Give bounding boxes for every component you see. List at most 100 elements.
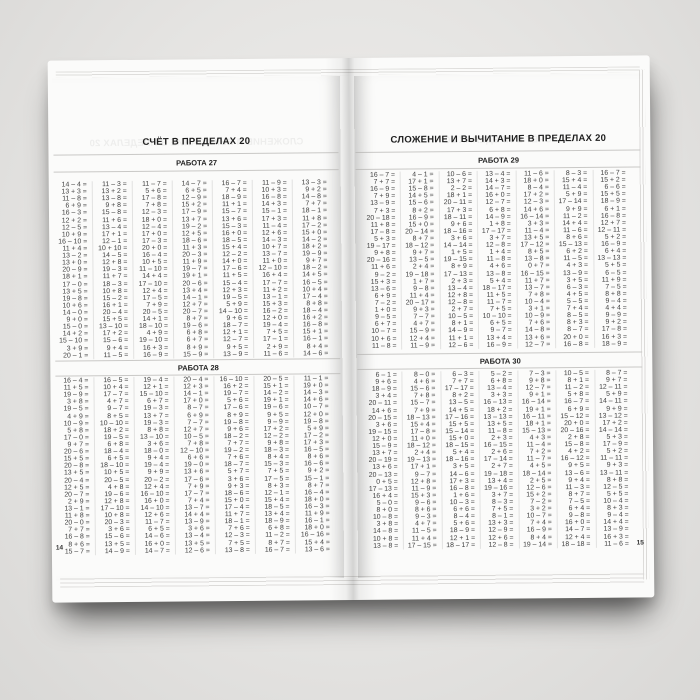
problem: 14 – 7 =	[144, 547, 170, 555]
problem: 13 – 9 =	[562, 269, 589, 277]
problem-column: 11 – 7 = 5 + 6 = 17 – 8 = 7 + 8 = 12 – 3 = 18…	[131, 180, 174, 359]
problem: 9 + 5 =	[568, 462, 590, 470]
problem: 16 – 3 =	[61, 209, 88, 217]
problem: 17 – 10 =	[138, 280, 168, 288]
problem: 9 – 7 =	[490, 327, 512, 335]
problem: 6 + 7 =	[186, 336, 209, 344]
problem: 13 + 7 =	[181, 215, 208, 224]
problem: 9 – 9 =	[267, 418, 289, 426]
problem: 19 – 18 =	[405, 270, 435, 279]
problem: 2 + 7 =	[491, 463, 513, 471]
problem-column: 4 – 1 = 17 + 1 = 15 – 8 = 14 + 5 = 15 – 6 = 8…	[400, 171, 441, 350]
problem: 11 + 1 =	[448, 334, 474, 342]
problem: 4 + 8 =	[107, 483, 130, 491]
problem: 12 + 6 =	[488, 534, 514, 542]
problem: 13 + 5 =	[63, 469, 90, 477]
problem: 17 – 5 =	[264, 475, 290, 483]
problem: 16 + 3 =	[601, 333, 628, 341]
problem: 16 – 9 =	[526, 526, 552, 534]
problem: 3 + 6 =	[227, 475, 250, 483]
problem: 8 + 9 =	[227, 411, 249, 419]
open-workbook: СЛОЖЕНИЕ И ВЫЧИТАНИЕ В ПРЕДЕЛАХ 20 СЧЁТ …	[47, 55, 655, 603]
problem: 13 + 6 =	[221, 215, 248, 223]
problem: 2 + 4 =	[412, 263, 435, 271]
problem: 8 – 7 =	[567, 326, 589, 334]
problem: 18 – 17 =	[446, 541, 476, 549]
problem: 16 – 7 =	[264, 546, 290, 554]
problem: 8 + 9 =	[451, 263, 473, 271]
problem: 14 – 9 =	[485, 213, 511, 221]
problem: 17 – 14 =	[558, 198, 588, 206]
problem: 14 + 6 =	[523, 205, 550, 214]
problem: 12 + 4 =	[142, 287, 168, 295]
problem: 19 – 18 =	[483, 470, 513, 478]
problem: 19 – 2 =	[181, 222, 208, 231]
problem: 17 + 3 =	[261, 215, 288, 223]
problem: 8 + 4 =	[530, 533, 552, 541]
problem: 11 – 6 =	[604, 540, 629, 548]
problem: 16 – 13 =	[483, 399, 513, 407]
problem: 18 – 3 =	[102, 280, 128, 288]
problem-column: 16 – 7 = 7 + 4 = 18 – 9 = 11 + 1 = 15 – 7 = 1…	[211, 179, 254, 359]
problem: 8 + 8 =	[606, 476, 629, 484]
problem: 15 – 8 =	[101, 209, 128, 217]
problem: 19 + 1 =	[525, 405, 551, 414]
problem: 12 + 4 =	[409, 334, 435, 343]
problem: 16 + 0 =	[144, 540, 170, 548]
problem: 13 + 4 =	[486, 334, 512, 342]
problem: 11 – 5 =	[103, 351, 129, 359]
problem: 8 – 7 =	[187, 404, 209, 412]
problem: 20 – 11 =	[443, 199, 473, 207]
problem: 9 + 9 =	[565, 205, 588, 213]
problem-column: 19 – 4 = 12 + 1 = 15 – 10 = 6 + 7 = 19 – 3 =…	[133, 376, 175, 555]
problem: 15 – 6 =	[104, 533, 130, 541]
problem-column: 8 – 0 = 4 + 6 = 15 – 6 = 7 + 8 = 15 – 7 = 7 +…	[401, 371, 442, 550]
problem: 12 + 4 =	[565, 533, 591, 541]
problem: 15 – 6 =	[102, 337, 129, 345]
problem: 17 – 6 =	[184, 475, 210, 483]
problem: 16 – 15 =	[520, 269, 550, 278]
problem: 1 + 7 =	[412, 277, 435, 286]
problem: 11 + 6 =	[102, 216, 128, 224]
problem: 16 – 9 =	[143, 351, 169, 359]
problem: 10 – 9 =	[63, 419, 89, 428]
problem: 14 – 7 =	[565, 526, 591, 534]
problem: 12 + 8 =	[410, 477, 437, 486]
problem: 15 – 10 =	[59, 337, 89, 345]
problem: 12 + 3 =	[222, 286, 248, 294]
problem: 11 – 4 =	[262, 222, 288, 230]
problem: 17 + 3 =	[449, 477, 475, 485]
problem: 18 + 0 =	[141, 216, 168, 224]
problem-column: 14 – 4 = 13 + 3 = 11 – 8 = 6 + 9 = 16 – 3 = 1…	[53, 181, 94, 359]
problem: 9 + 9 =	[606, 405, 628, 413]
problem: 9 – 7 =	[107, 405, 129, 413]
problem: 9 + 5 =	[267, 411, 289, 419]
problem: 10 – 10 =	[99, 419, 129, 427]
problem-column: 8 – 3 = 15 + 4 = 11 – 4 = 5 + 9 = 17 – 14 = 9…	[553, 169, 594, 349]
problem: 12 – 3 =	[141, 209, 168, 217]
problem: 16 – 8 =	[64, 533, 90, 541]
problem: 14 – 9 =	[448, 327, 474, 335]
left-page: СЛОЖЕНИЕ И ВЫЧИТАНИЕ В ПРЕДЕЛАХ 20 СЧЁТ …	[52, 76, 344, 580]
problem-column: 16 – 7 = 15 + 2 = 6 – 6 = 15 + 5 = 18 – 9 = 6…	[592, 169, 633, 348]
problem-column: 5 – 2 = 6 + 8 = 13 – 4 = 3 + 3 = 16 – 13 = 18…	[478, 370, 519, 549]
problem: 19 – 10 =	[139, 337, 169, 345]
problem: 4 + 6 =	[489, 263, 512, 271]
problem: 15 – 3 =	[221, 222, 248, 230]
problem: 16 – 8 =	[563, 340, 589, 348]
problem: 17 – 7 =	[262, 279, 288, 287]
section-title-rabota-29: РАБОТА 29	[478, 155, 520, 165]
problem-column: 6 – 3 = 7 + 7 = 17 – 17 = 8 + 2 = 13 – 5 = 14…	[440, 370, 481, 550]
problem: 16 – 7 =	[564, 398, 590, 406]
problem: 2 + 9 =	[266, 343, 289, 351]
problem: 14 – 6 =	[144, 532, 170, 541]
problem: 16 – 8 =	[600, 212, 627, 220]
problem: 19 – 3 =	[143, 405, 169, 413]
problem: 6 + 8 =	[489, 206, 511, 214]
problem: 12 – 3 =	[523, 198, 550, 206]
problem-column: 13 – 4 = 14 + 3 = 14 – 7 = 16 + 0 = 12 – 7 =…	[476, 170, 517, 349]
problem: 7 – 7 =	[187, 418, 209, 427]
problem: 11 + 7 =	[102, 273, 128, 281]
problem-column: 11 – 9 = 10 + 3 = 16 – 8 = 14 + 3 = 15 – 1 =…	[251, 179, 294, 358]
problem: 18 – 13 =	[406, 413, 436, 422]
